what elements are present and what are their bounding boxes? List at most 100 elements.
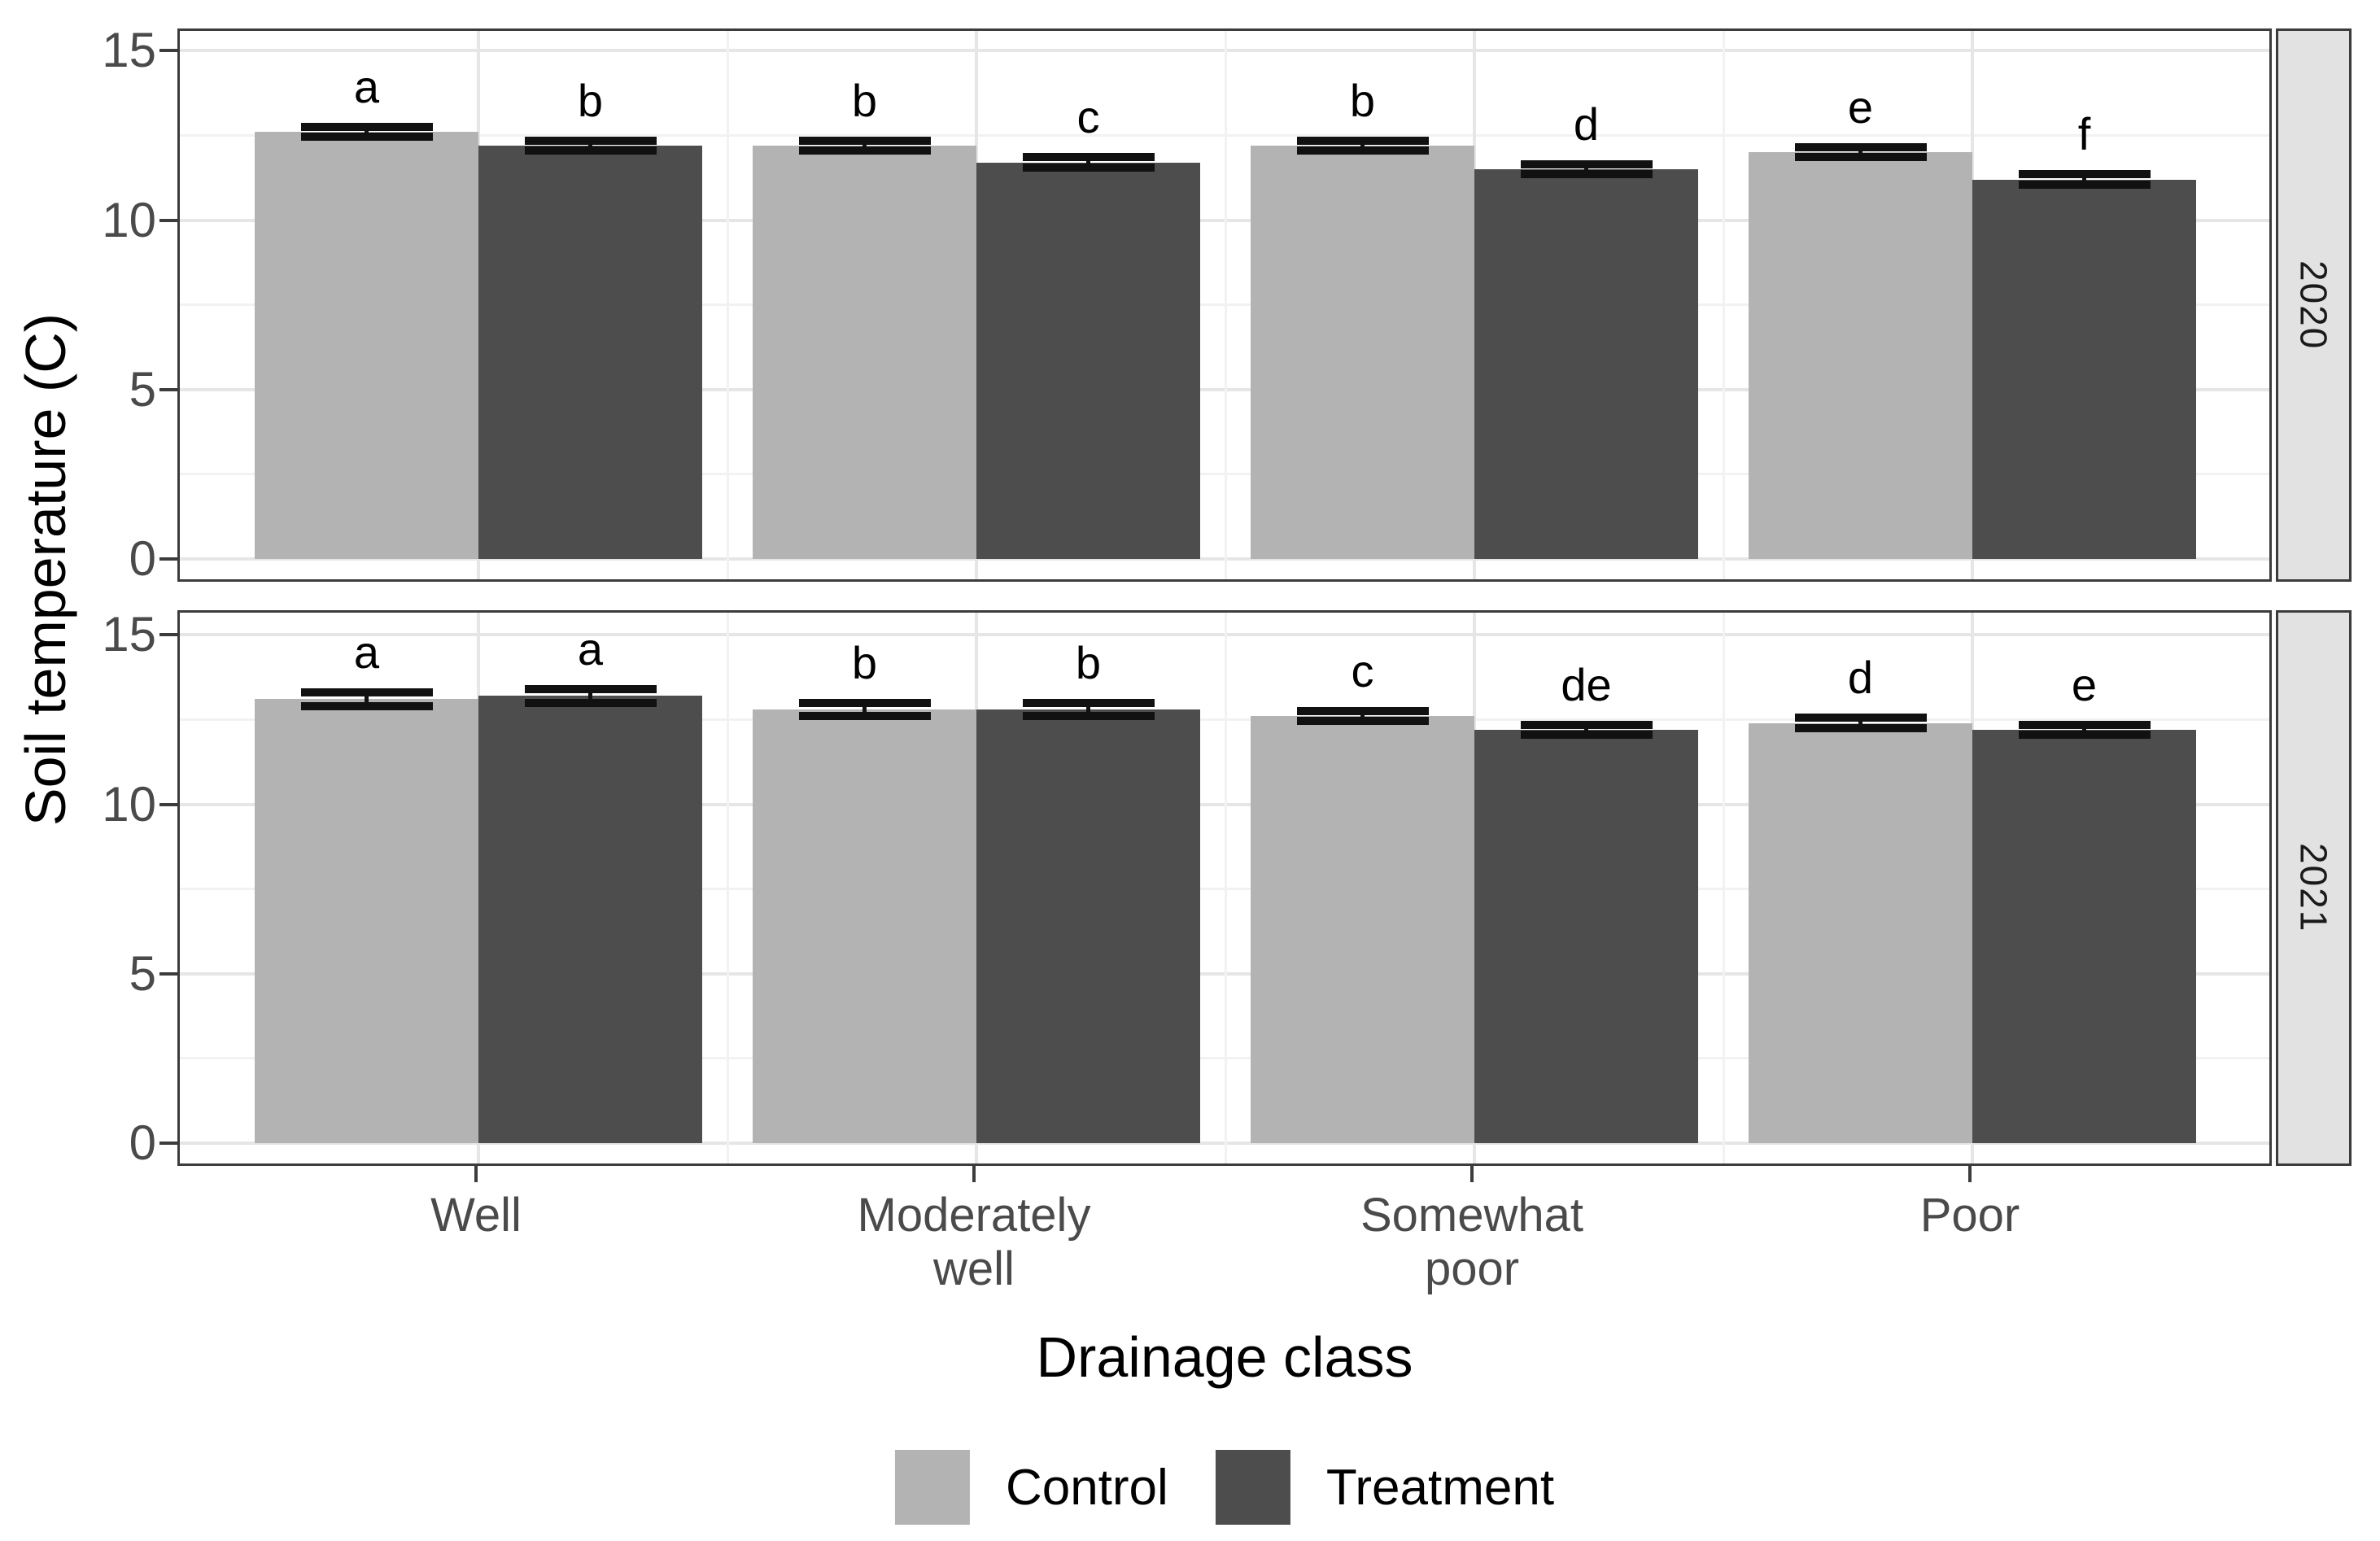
error-bar-cap-upper-2021-Poor-Treatment [2018, 720, 2151, 729]
error-bar-line-2020-Poor-Control [1858, 146, 1863, 158]
error-bar-cap-lower-2021-Somewhat poor-Treatment [1520, 731, 1653, 740]
error-bar-line-2021-Well-Treatment [588, 688, 592, 703]
error-bar-line-2021-Somewhat poor-Control [1360, 710, 1365, 722]
gridline-x-minor-1 [1224, 613, 1227, 1163]
error-bar-line-2021-Moderately well-Treatment [1086, 702, 1090, 717]
y-tick-label-2020-15: 15 [102, 23, 156, 78]
y-tick-label-2021-10: 10 [102, 776, 156, 832]
y-tick-label-2021-15: 15 [102, 607, 156, 662]
significance-letter-2020-Well-Control: a [353, 60, 380, 112]
significance-letter-2020-Somewhat poor-Control: b [1349, 74, 1376, 126]
x-tick-label-Well: Well [430, 1189, 522, 1242]
legend-item-control: Control [894, 1450, 1168, 1525]
error-bar-line-2021-Well-Control [365, 692, 369, 706]
x-tick-label-Moderately well: Moderately well [857, 1189, 1091, 1295]
y-tick-mark-2020-10 [159, 218, 177, 222]
significance-letter-2021-Poor-Control: d [1847, 652, 1874, 704]
gridline-x-minor-1 [1224, 31, 1227, 579]
y-tick-label-2021-0: 0 [129, 1115, 156, 1170]
gridline-x-minor-0 [726, 613, 729, 1163]
bar-2021-Moderately well-Control [753, 709, 976, 1143]
error-bar-cap-upper-2020-Well-Control [300, 122, 433, 131]
bar-2020-Well-Treatment [478, 145, 702, 559]
error-bar-cap-lower-2021-Somewhat poor-Control [1296, 717, 1429, 726]
legend-swatch-control [894, 1450, 970, 1525]
y-tick-label-2020-10: 10 [102, 192, 156, 247]
error-bar-line-2020-Moderately well-Treatment [1086, 157, 1090, 168]
error-bar-line-2020-Poor-Treatment [2082, 174, 2086, 185]
significance-letter-2021-Poor-Treatment: e [2071, 658, 2098, 710]
legend-label-treatment: Treatment [1325, 1459, 1555, 1516]
x-tick-mark-Well [474, 1166, 478, 1182]
error-bar-line-2020-Well-Control [365, 126, 369, 138]
gridline-x-minor-0 [726, 31, 729, 579]
bar-2020-Moderately well-Control [753, 145, 976, 559]
gridline-x-minor-2 [1722, 31, 1725, 579]
error-bar-cap-upper-2020-Well-Treatment [524, 136, 657, 145]
significance-letter-2020-Poor-Control: e [1847, 81, 1874, 133]
error-bar-cap-lower-2020-Poor-Control [1794, 153, 1927, 162]
error-bar-cap-lower-2021-Poor-Treatment [2018, 731, 2151, 740]
bar-2020-Well-Control [255, 132, 478, 559]
error-bar-line-2021-Poor-Control [1858, 718, 1863, 728]
error-bar-line-2021-Poor-Treatment [2082, 724, 2086, 736]
facet-strip-2020: 2020 [2276, 28, 2352, 582]
error-bar-line-2021-Moderately well-Control [862, 702, 867, 717]
bar-2021-Somewhat poor-Treatment [1474, 729, 1698, 1143]
significance-letter-2020-Moderately well-Treatment: c [1076, 91, 1100, 143]
error-bar-cap-lower-2020-Somewhat poor-Treatment [1520, 170, 1653, 179]
significance-letter-2021-Somewhat poor-Control: c [1351, 644, 1374, 696]
bar-2020-Poor-Treatment [1972, 179, 2196, 559]
significance-letter-2021-Somewhat poor-Treatment: de [1561, 658, 1612, 710]
error-bar-cap-upper-2021-Moderately well-Control [798, 698, 931, 707]
bar-2021-Somewhat poor-Control [1251, 716, 1474, 1143]
bar-2021-Poor-Control [1749, 722, 1972, 1143]
bar-2020-Somewhat poor-Control [1251, 145, 1474, 559]
error-bar-line-2020-Somewhat poor-Control [1360, 140, 1365, 151]
bar-2020-Somewhat poor-Treatment [1474, 169, 1698, 559]
legend-item-treatment: Treatment [1215, 1450, 1555, 1525]
error-bar-cap-upper-2021-Well-Treatment [524, 684, 657, 693]
x-tick-label-Poor: Poor [1919, 1189, 2020, 1242]
error-bar-cap-lower-2020-Somewhat poor-Control [1296, 146, 1429, 155]
y-tick-mark-2020-5 [159, 387, 177, 391]
error-bar-cap-upper-2021-Well-Control [300, 688, 433, 697]
legend-swatch-treatment [1215, 1450, 1290, 1525]
y-tick-mark-2021-10 [159, 802, 177, 806]
y-tick-mark-2020-15 [159, 49, 177, 53]
error-bar-cap-lower-2020-Well-Control [300, 133, 433, 142]
x-tick-mark-Moderately well [972, 1166, 976, 1182]
error-bar-cap-lower-2020-Moderately well-Treatment [1022, 163, 1155, 172]
error-bar-cap-upper-2020-Poor-Treatment [2018, 170, 2151, 179]
error-bar-line-2020-Well-Treatment [588, 140, 592, 151]
error-bar-cap-upper-2020-Moderately well-Treatment [1022, 153, 1155, 162]
facet-panel-2021: a a b b c de d e [177, 610, 2272, 1166]
significance-letter-2021-Well-Treatment: a [577, 622, 604, 674]
error-bar-cap-upper-2021-Poor-Control [1794, 714, 1927, 722]
significance-letter-2021-Moderately well-Treatment: b [1075, 636, 1102, 688]
gridline-x-minor-2 [1722, 613, 1725, 1163]
y-tick-mark-2020-0 [159, 557, 177, 561]
y-tick-label-2021-5: 5 [129, 945, 156, 1001]
y-tick-mark-2021-0 [159, 1142, 177, 1145]
error-bar-cap-upper-2020-Moderately well-Control [798, 136, 931, 145]
legend-label-control: Control [1005, 1459, 1168, 1516]
error-bar-cap-upper-2020-Somewhat poor-Treatment [1520, 159, 1653, 168]
error-bar-cap-lower-2021-Well-Treatment [524, 698, 657, 707]
bar-2020-Moderately well-Treatment [976, 162, 1200, 559]
significance-letter-2021-Moderately well-Control: b [851, 636, 878, 688]
bar-2021-Well-Treatment [478, 696, 702, 1143]
x-tick-mark-Poor [1968, 1166, 1972, 1182]
error-bar-cap-upper-2020-Somewhat poor-Control [1296, 136, 1429, 145]
significance-letter-2020-Somewhat poor-Treatment: d [1573, 98, 1600, 150]
facet-strip-2021: 2021 [2276, 610, 2352, 1166]
error-bar-cap-lower-2021-Poor-Control [1794, 723, 1927, 732]
error-bar-cap-lower-2021-Moderately well-Control [798, 712, 931, 721]
facet-strip-label-2021: 2021 [2292, 843, 2335, 933]
x-tick-label-Somewhat poor: Somewhat poor [1360, 1189, 1584, 1295]
legend: Control Treatment [894, 1450, 1555, 1525]
error-bar-cap-upper-2021-Somewhat poor-Control [1296, 706, 1429, 715]
significance-letter-2021-Well-Control: a [353, 626, 380, 679]
